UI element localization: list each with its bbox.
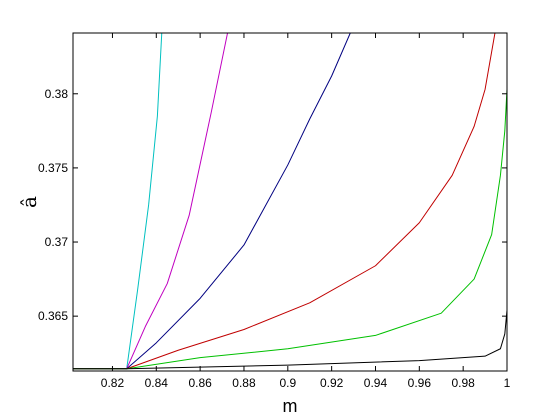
y-tick-label: 0.365 bbox=[38, 309, 68, 323]
plot-frame bbox=[72, 32, 508, 372]
x-axis: 0.82 0.84 0.86 0.88 0.9 0.92 0.94 0.96 0.98 1 bbox=[101, 33, 511, 390]
series-line-4 bbox=[73, 33, 496, 370]
series-line-5 bbox=[73, 89, 507, 370]
series-line-3 bbox=[73, 33, 351, 370]
y-tick-label: 0.375 bbox=[38, 161, 68, 175]
x-tick-label: 0.82 bbox=[101, 376, 125, 390]
x-tick-label: 1 bbox=[504, 376, 511, 390]
x-tick-label: 0.9 bbox=[279, 376, 296, 390]
plot-area bbox=[73, 33, 507, 371]
series-line-6 bbox=[73, 310, 507, 370]
x-tick-label: 0.84 bbox=[145, 376, 169, 390]
x-tick-label: 0.94 bbox=[364, 376, 388, 390]
x-axis-label: m bbox=[283, 396, 298, 416]
x-tick-label: 0.92 bbox=[320, 376, 344, 390]
x-tick-label: 0.86 bbox=[188, 376, 212, 390]
y-tick-label: 0.38 bbox=[45, 87, 69, 101]
x-tick-label: 0.88 bbox=[232, 376, 256, 390]
series-layer bbox=[73, 33, 507, 370]
x-tick-label: 0.98 bbox=[451, 376, 475, 390]
y-tick-label: 0.37 bbox=[45, 235, 69, 249]
y-axis-label: â bbox=[17, 196, 41, 208]
y-axis: 0.365 0.37 0.375 0.38 bbox=[38, 87, 507, 323]
x-tick-label: 0.96 bbox=[408, 376, 432, 390]
